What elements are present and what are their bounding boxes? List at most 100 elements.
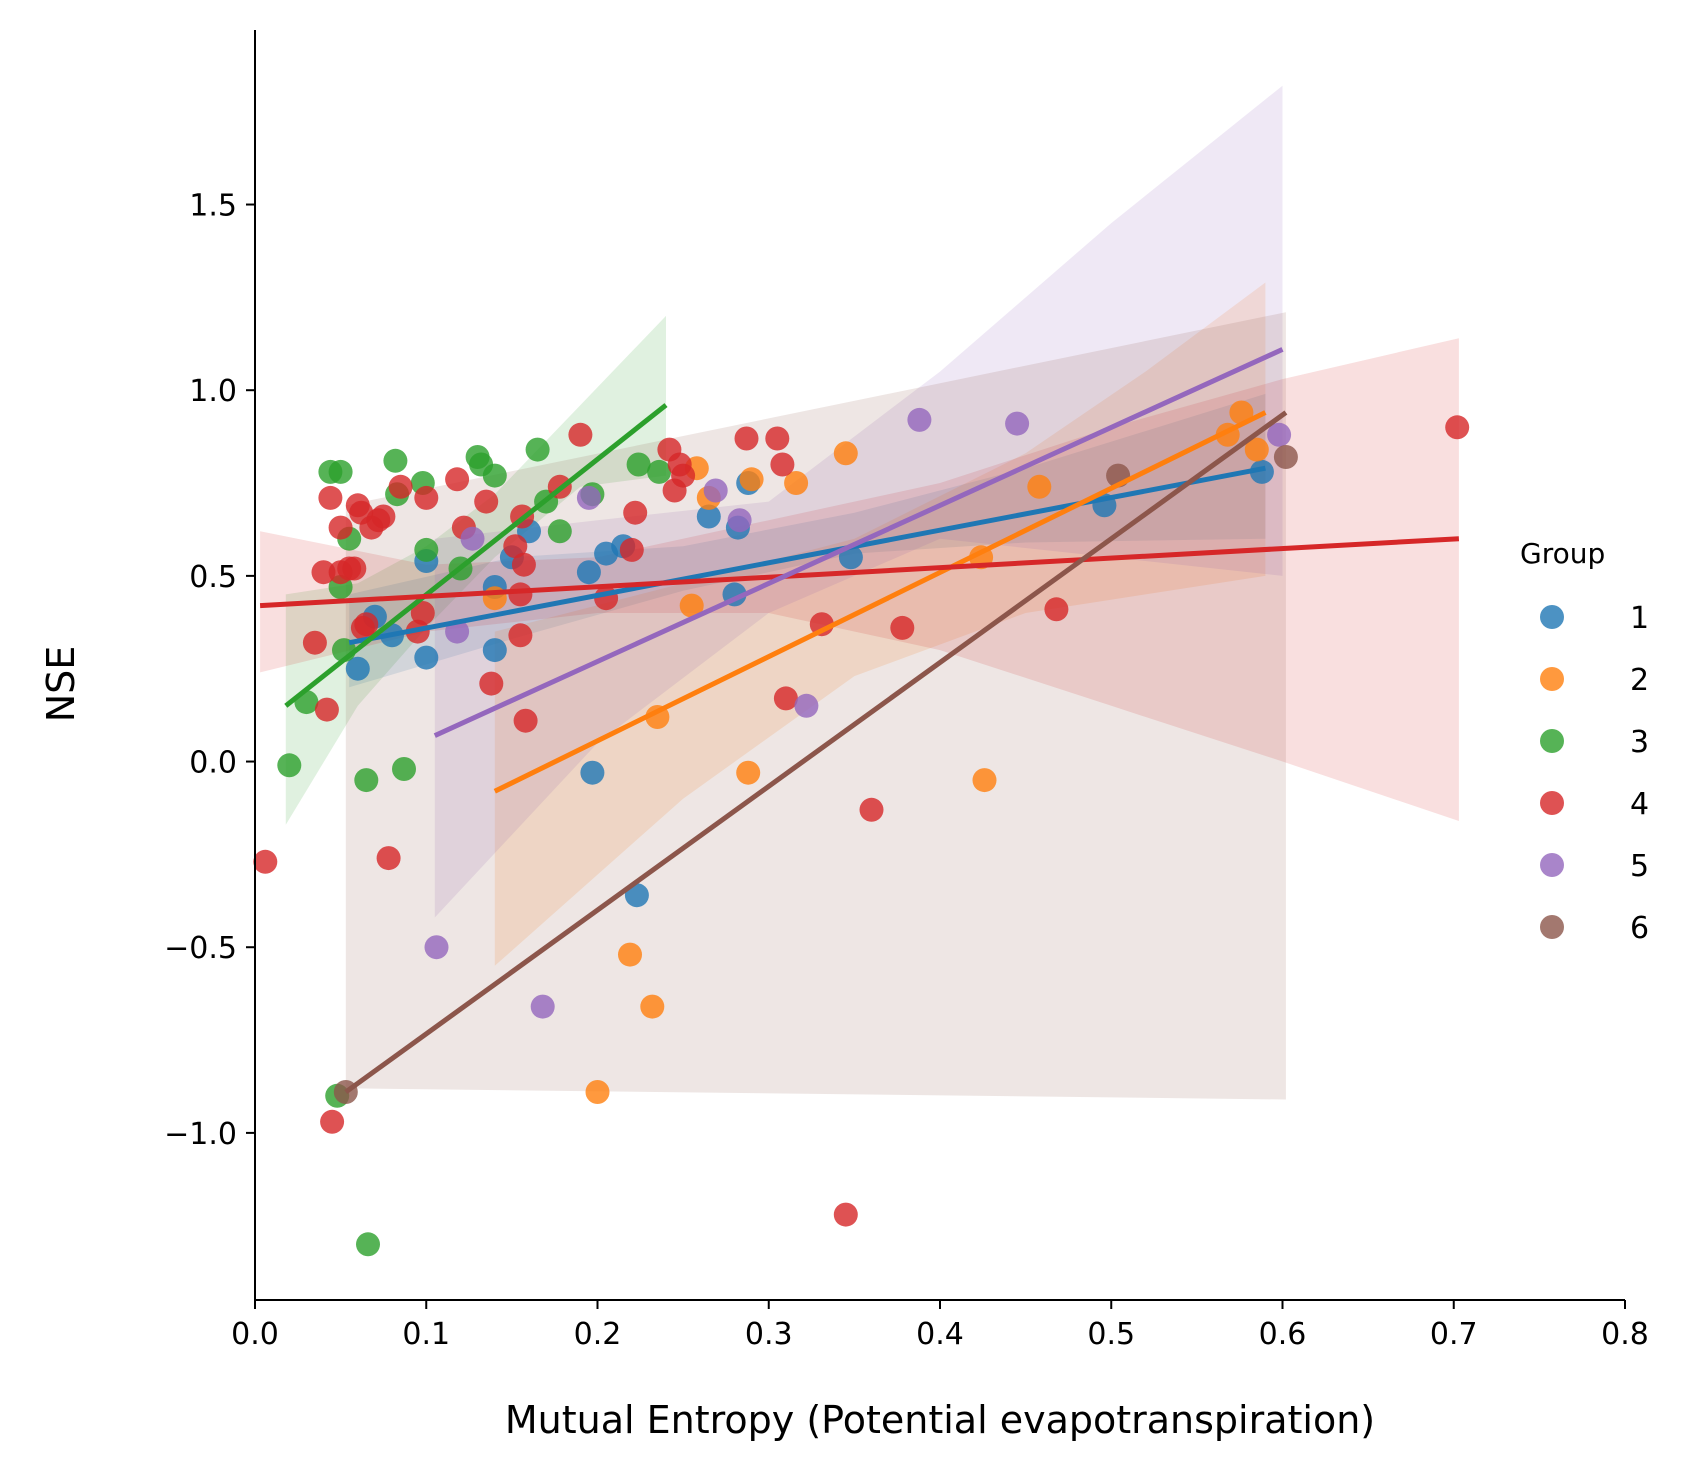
fit-line-group-5 [433,347,1284,738]
ci-band-group-1 [349,393,1266,688]
legend-label-group-1: 1 [1630,601,1649,636]
x-tick-label: 0.2 [574,1317,622,1352]
fit-line-group-2 [493,410,1267,794]
scatter-points [253,400,1470,1257]
ci-band-group-5 [434,85,1283,918]
point-group-5-0 [424,935,449,960]
legend: Group 1 2 3 4 5 6 [1520,537,1649,946]
point-group-5-10 [1267,422,1292,447]
y-tick-label: −1.0 [164,1117,237,1152]
point-group-4-33 [568,422,593,447]
x-ticks: 0.0 0.1 0.2 0.3 0.4 0.5 0.6 0.7 0.8 [231,1300,1649,1352]
point-group-3-12 [392,757,416,781]
fit-line-group-3 [284,403,668,708]
point-group-3-18 [482,463,507,488]
y-tick-label: 0.0 [189,746,237,781]
point-group-2-14 [1027,474,1052,499]
legend-marker-group-2 [1540,667,1564,691]
point-group-4-50 [1445,415,1470,440]
ci-band-group-2 [494,282,1266,966]
x-tick-label: 0.5 [1087,1317,1135,1352]
point-group-3-19 [525,437,550,462]
point-group-4-22 [445,467,470,492]
point-group-2-17 [1244,437,1269,462]
legend-marker-group-1 [1540,605,1564,629]
point-group-2-13 [972,768,997,793]
point-group-3-21 [547,519,572,544]
point-group-4-48 [890,615,915,640]
point-group-2-11 [833,441,858,466]
point-group-4-49 [1044,597,1069,622]
point-group-2-1 [585,1080,610,1104]
point-group-5-8 [907,407,932,432]
point-group-4-42 [765,426,790,451]
legend-marker-group-5 [1540,853,1564,877]
legend-marker-group-6 [1540,915,1564,939]
point-group-5-6 [727,508,752,533]
legend-label-group-2: 2 [1630,663,1649,698]
point-group-4-30 [511,552,536,577]
x-tick-label: 0.3 [745,1317,793,1352]
point-group-3-3 [328,459,353,484]
point-group-3-24 [647,459,672,484]
y-tick-label: −0.5 [164,931,237,966]
point-group-2-5 [679,593,704,618]
point-group-4-17 [376,846,401,871]
x-tick-label: 0.0 [231,1317,279,1352]
x-tick-label: 0.6 [1259,1317,1307,1352]
point-group-4-0 [253,849,278,874]
x-axis-label: Mutual Entropy (Potential evapotranspira… [505,1398,1375,1442]
legend-label-group-6: 6 [1630,911,1649,946]
x-tick-label: 0.4 [916,1317,964,1352]
ci-band-group-4 [260,338,1459,821]
y-ticks: −1.0 −0.5 0.0 0.5 1.0 1.5 [164,189,255,1152]
point-group-3-14 [414,537,439,562]
point-group-4-26 [503,534,528,559]
point-group-6-2 [1273,445,1298,469]
point-group-4-4 [318,485,343,510]
point-group-5-4 [576,485,601,510]
point-group-4-20 [410,601,435,625]
point-group-5-7 [794,693,819,718]
point-group-1-20 [1249,459,1274,484]
point-group-3-23 [626,452,651,477]
point-group-4-24 [474,489,499,514]
point-group-5-3 [530,994,555,1019]
point-group-4-41 [734,426,759,451]
y-axis-label: NSE [39,646,83,723]
point-group-4-47 [859,797,884,822]
point-group-1-14 [696,504,721,529]
point-group-4-40 [671,463,696,488]
ci-band-group-3 [285,315,666,825]
point-group-3-0 [277,753,302,778]
legend-marker-group-3 [1540,729,1564,753]
point-group-5-2 [460,526,485,551]
point-group-1-6 [482,638,507,663]
x-tick-label: 0.7 [1430,1317,1478,1352]
point-group-4-2 [311,560,336,585]
point-group-2-10 [784,471,809,495]
point-group-3-9 [356,1232,380,1257]
point-group-1-9 [576,560,601,585]
point-group-4-5 [320,1109,345,1134]
point-group-5-5 [703,478,728,503]
legend-marker-group-4 [1540,791,1564,815]
point-group-4-16 [371,504,396,529]
point-group-5-9 [1005,411,1030,436]
x-tick-label: 0.8 [1601,1317,1649,1352]
point-group-1-13 [624,883,649,908]
point-group-4-27 [508,582,533,607]
point-group-1-0 [345,656,370,681]
fit-line-group-4 [259,536,1460,609]
point-group-4-43 [770,452,795,477]
legend-label-group-3: 3 [1630,725,1649,760]
point-group-4-6 [328,515,353,540]
y-tick-label: 1.0 [189,374,237,409]
point-group-2-9 [739,467,764,492]
point-group-1-12 [580,760,605,785]
point-group-4-28 [508,623,533,648]
point-group-4-13 [354,612,379,637]
fit-line-group-6 [344,410,1288,1095]
legend-label-group-4: 4 [1630,787,1649,822]
